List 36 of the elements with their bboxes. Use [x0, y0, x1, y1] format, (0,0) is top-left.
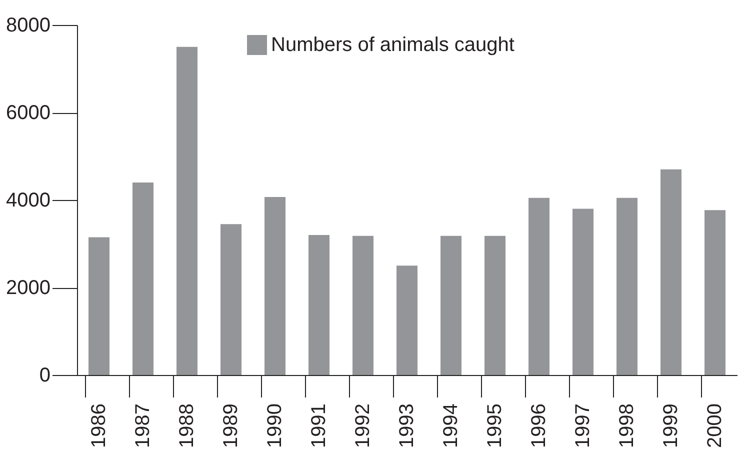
x-tick-label: 1988: [176, 404, 198, 448]
x-tick-label: 1997: [572, 404, 594, 448]
y-tick-label: 4000: [6, 190, 50, 212]
bar: [396, 266, 418, 375]
y-tick-label: 2000: [6, 277, 50, 299]
x-tick-label: 1998: [616, 404, 638, 448]
bar: [484, 236, 506, 375]
bar: [660, 169, 682, 375]
x-tick-label: 2000: [704, 404, 726, 448]
bar: [352, 236, 374, 375]
bar: [132, 182, 154, 375]
bar: [616, 198, 638, 375]
bar: [88, 237, 110, 375]
x-tick-label: 1993: [396, 404, 418, 448]
x-tick-label: 1990: [264, 404, 286, 448]
y-tick-label: 8000: [6, 14, 50, 36]
legend-label: Numbers of animals caught: [271, 34, 515, 56]
bar: [308, 235, 330, 375]
bar: [704, 210, 726, 375]
bar: [528, 198, 550, 375]
bar: [176, 46, 198, 375]
x-tick-label: 1986: [88, 404, 110, 448]
bar: [220, 224, 242, 375]
x-tick-label: 1991: [308, 404, 330, 448]
x-tick-label: 1987: [132, 404, 154, 448]
y-tick-label: 0: [39, 364, 50, 386]
x-tick-label: 1992: [352, 404, 374, 448]
bar: [572, 208, 594, 375]
x-tick-label: 1994: [440, 404, 462, 448]
x-tick-label: 1996: [528, 404, 550, 448]
bar: [440, 236, 462, 375]
x-tick-label: 1995: [484, 404, 506, 448]
x-tick-label: 1989: [220, 404, 242, 448]
bar: [264, 196, 286, 375]
x-tick-label: 1999: [660, 404, 682, 448]
y-tick-label: 6000: [6, 102, 50, 124]
